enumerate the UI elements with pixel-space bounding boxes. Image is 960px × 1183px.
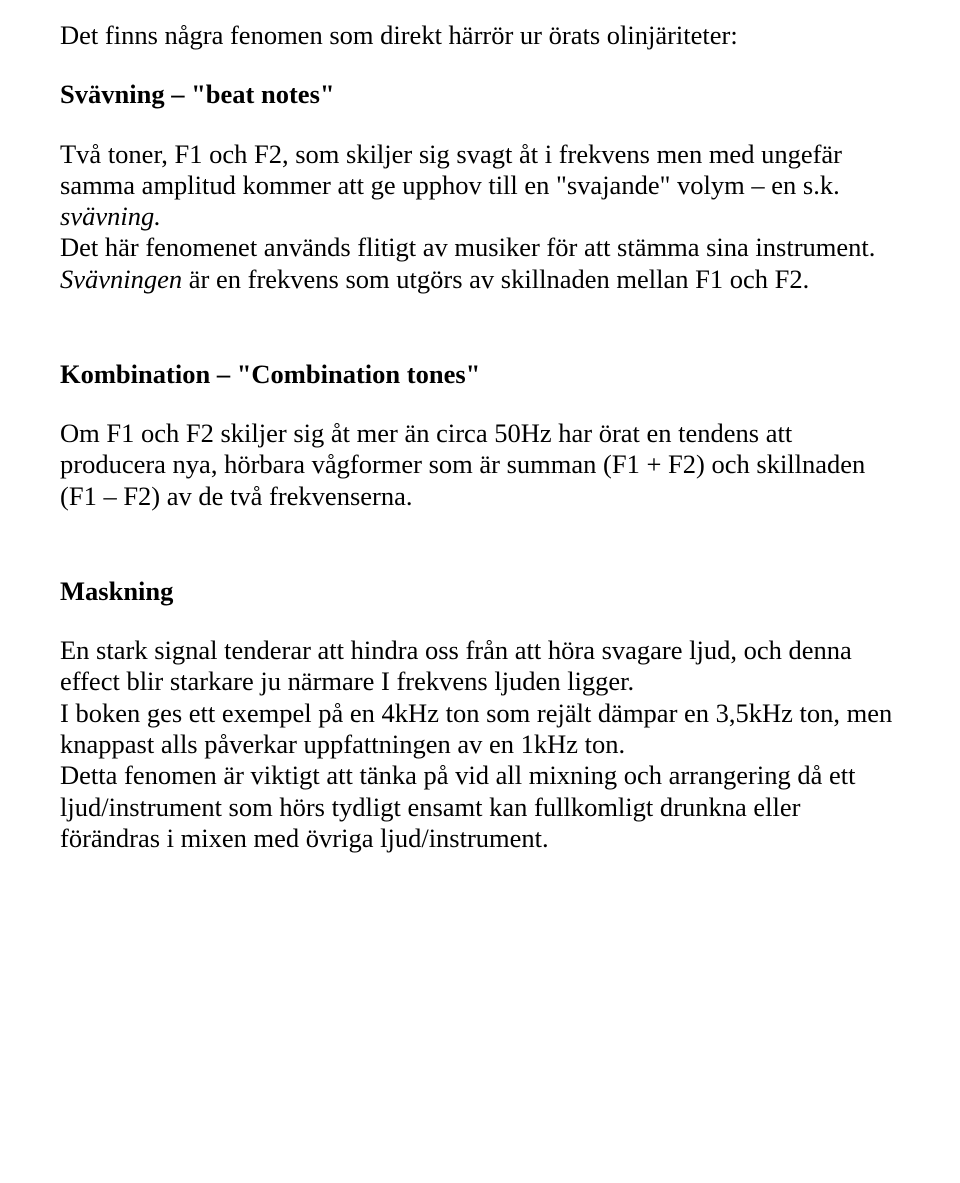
heading-text: Kombination –	[60, 359, 237, 389]
section3-body: En stark signal tenderar att hindra oss …	[60, 635, 900, 854]
section-gap	[60, 323, 900, 359]
section2-heading: Kombination – "Combination tones"	[60, 359, 900, 390]
heading-text: Svävning –	[60, 79, 191, 109]
section3-heading: Maskning	[60, 576, 900, 607]
section1-p3-rest: är en frekvens som utgörs av skillnaden …	[182, 264, 809, 294]
section-gap	[60, 540, 900, 576]
section3-p2: I boken ges ett exempel på en 4kHz ton s…	[60, 698, 892, 759]
section3-p1: En stark signal tenderar att hindra oss …	[60, 635, 852, 696]
section1-p2: Det här fenomenet används flitigt av mus…	[60, 232, 875, 262]
intro-paragraph: Det finns några fenomen som direkt härrö…	[60, 20, 900, 51]
section1-body: Två toner, F1 och F2, som skiljer sig sv…	[60, 139, 900, 295]
heading-quoted: "beat notes"	[191, 79, 335, 109]
document-page: Det finns några fenomen som direkt härrö…	[0, 0, 960, 1183]
section2-body: Om F1 och F2 skiljer sig åt mer än circa…	[60, 418, 900, 512]
section1-p1-italic: svävning.	[60, 201, 161, 231]
section3-p3: Detta fenomen är viktigt att tänka på vi…	[60, 760, 855, 853]
heading-quoted: "Combination tones"	[237, 359, 481, 389]
section1-heading: Svävning – "beat notes"	[60, 79, 900, 110]
section1-p1: Två toner, F1 och F2, som skiljer sig sv…	[60, 139, 842, 200]
section1-p3-italic: Svävningen	[60, 264, 182, 294]
